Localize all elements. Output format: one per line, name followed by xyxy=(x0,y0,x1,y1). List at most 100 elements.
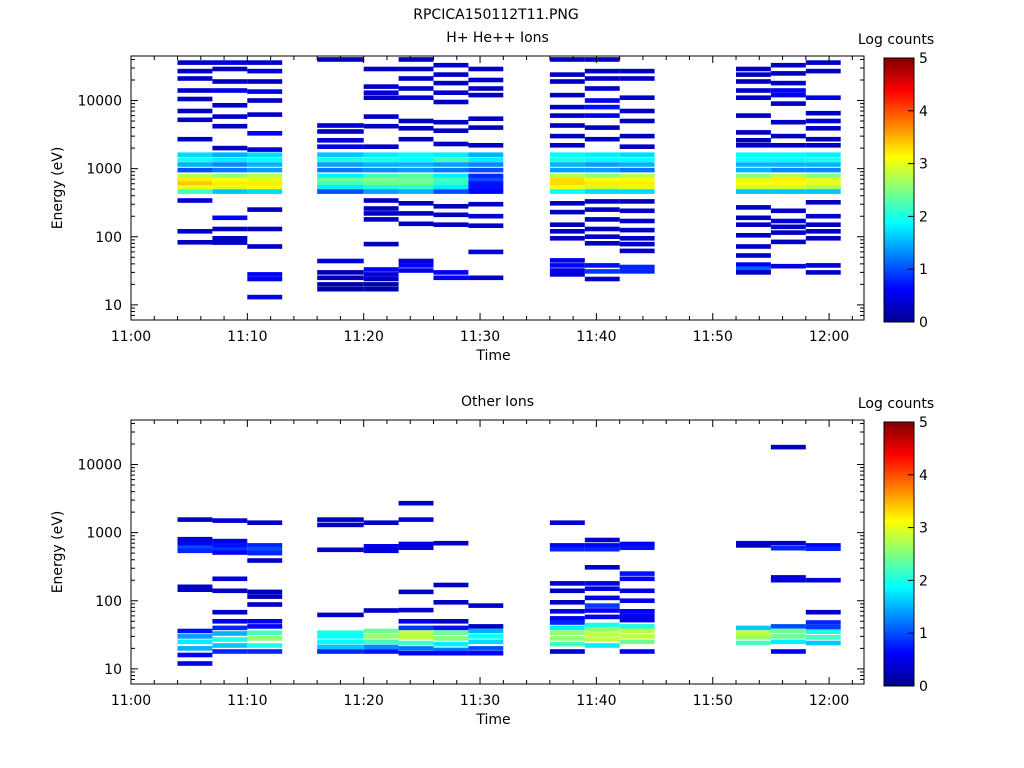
heatmap-cell xyxy=(177,548,213,554)
heatmap-cell xyxy=(770,444,806,450)
colorbar-tick-label: 0 xyxy=(919,315,928,331)
heatmap-cell xyxy=(468,167,504,173)
heatmap-cell xyxy=(398,157,434,162)
heatmap-cell xyxy=(619,613,655,619)
heatmap-cell xyxy=(770,649,806,654)
heatmap-cell xyxy=(317,275,364,281)
heatmap-cell xyxy=(770,88,806,93)
heatmap-cell xyxy=(177,88,213,93)
heatmap-cell xyxy=(549,177,585,183)
heatmap-cell xyxy=(433,625,469,631)
heatmap-cell xyxy=(212,576,248,582)
heatmap-cell xyxy=(805,143,841,148)
heatmap-cell xyxy=(317,547,364,553)
heatmap-cell xyxy=(398,167,434,173)
heatmap-cell xyxy=(468,624,504,629)
y-tick-label: 10 xyxy=(104,662,122,678)
heatmap-cell xyxy=(770,624,806,629)
heatmap-cell xyxy=(584,162,620,167)
heatmap-cell xyxy=(363,634,399,639)
heatmap-cell xyxy=(317,167,364,173)
heatmap-cell xyxy=(398,152,434,157)
y-tick-label: 10000 xyxy=(77,458,122,474)
y-tick-label: 1000 xyxy=(86,162,122,178)
x-tick-label: 11:20 xyxy=(344,693,384,709)
heatmap-cell xyxy=(468,189,504,194)
heatmap-cell xyxy=(549,181,585,186)
heatmap-cell xyxy=(398,86,434,91)
heatmap-cell xyxy=(805,68,841,74)
heatmap-cell xyxy=(584,595,620,601)
y-tick-label: 10 xyxy=(104,298,122,314)
x-tick-label: 11:00 xyxy=(111,693,151,709)
x-tick-label: 11:40 xyxy=(576,693,616,709)
heatmap-cell xyxy=(619,218,655,224)
heatmap-cell xyxy=(433,189,469,194)
heatmap-cell xyxy=(805,222,841,227)
heatmap-cell xyxy=(317,129,364,134)
heatmap-cell xyxy=(468,628,504,634)
heatmap-cell xyxy=(770,263,806,269)
heatmap-cell xyxy=(363,90,399,95)
heatmap-cell xyxy=(177,181,213,186)
x-tick-label: 11:20 xyxy=(344,329,384,345)
colorbar-tick-label: 3 xyxy=(919,157,928,173)
heatmap-cell xyxy=(584,177,620,183)
figure-title: RPCICA150112T11.PNG xyxy=(413,7,578,23)
heatmap-cell xyxy=(770,152,806,157)
x-tick-label: 11:10 xyxy=(227,329,267,345)
heatmap-cell xyxy=(736,88,771,93)
heatmap-cell xyxy=(736,625,771,631)
heatmap-cell xyxy=(736,266,771,271)
heatmap-cell xyxy=(177,76,213,81)
heatmap-cell xyxy=(317,286,364,292)
heatmap-cell xyxy=(584,167,620,173)
heatmap-cell xyxy=(398,263,434,268)
heatmap-cell xyxy=(398,500,434,506)
colorbar-tick-label: 1 xyxy=(919,262,928,278)
heatmap-cell xyxy=(468,213,504,219)
heatmap-cell xyxy=(398,136,434,142)
heatmap-cell xyxy=(584,632,620,637)
colorbar-tick-label: 4 xyxy=(919,104,928,120)
heatmap-cell xyxy=(212,123,248,129)
heatmap-cell xyxy=(619,588,655,594)
heatmap-cell xyxy=(584,565,620,570)
heatmap-cell xyxy=(584,241,620,246)
heatmap-cell xyxy=(317,649,364,654)
heatmap-cell xyxy=(549,92,585,98)
heatmap-cell xyxy=(619,541,655,547)
heatmap-cell xyxy=(433,90,469,95)
heatmap-cell xyxy=(317,644,364,650)
heatmap-cell xyxy=(212,649,248,654)
heatmap-cell xyxy=(177,68,213,74)
heatmap-cell xyxy=(363,644,399,650)
heatmap-cell xyxy=(770,119,806,125)
heatmap-cell xyxy=(549,189,585,194)
heatmap-cell xyxy=(584,157,620,162)
x-tick-label: 11:30 xyxy=(460,693,500,709)
heatmap-cell xyxy=(177,136,213,142)
heatmap-cell xyxy=(247,630,283,635)
heatmap-cell xyxy=(212,88,248,93)
colorbar-label: Log counts xyxy=(858,32,934,48)
x-axis-label: Time xyxy=(475,712,510,728)
heatmap-cell xyxy=(736,173,771,179)
heatmap-cell xyxy=(619,144,655,149)
heatmap-cell xyxy=(212,619,248,624)
heatmap-cell xyxy=(549,185,585,190)
heatmap-cell xyxy=(247,558,283,563)
heatmap-cell xyxy=(317,185,364,190)
heatmap-cell xyxy=(584,627,620,632)
heatmap-cell xyxy=(736,244,771,249)
heatmap-cell xyxy=(619,181,655,186)
heatmap-cell xyxy=(363,173,399,179)
heatmap-cell xyxy=(549,79,585,84)
heatmap-cell xyxy=(619,118,655,124)
heatmap-cell xyxy=(805,185,841,190)
y-axis-label: Energy (eV) xyxy=(50,511,66,594)
heatmap-cell xyxy=(177,60,213,65)
heatmap-cell xyxy=(247,272,283,277)
heatmap-cell xyxy=(398,646,434,651)
heatmap-cell xyxy=(363,628,399,634)
